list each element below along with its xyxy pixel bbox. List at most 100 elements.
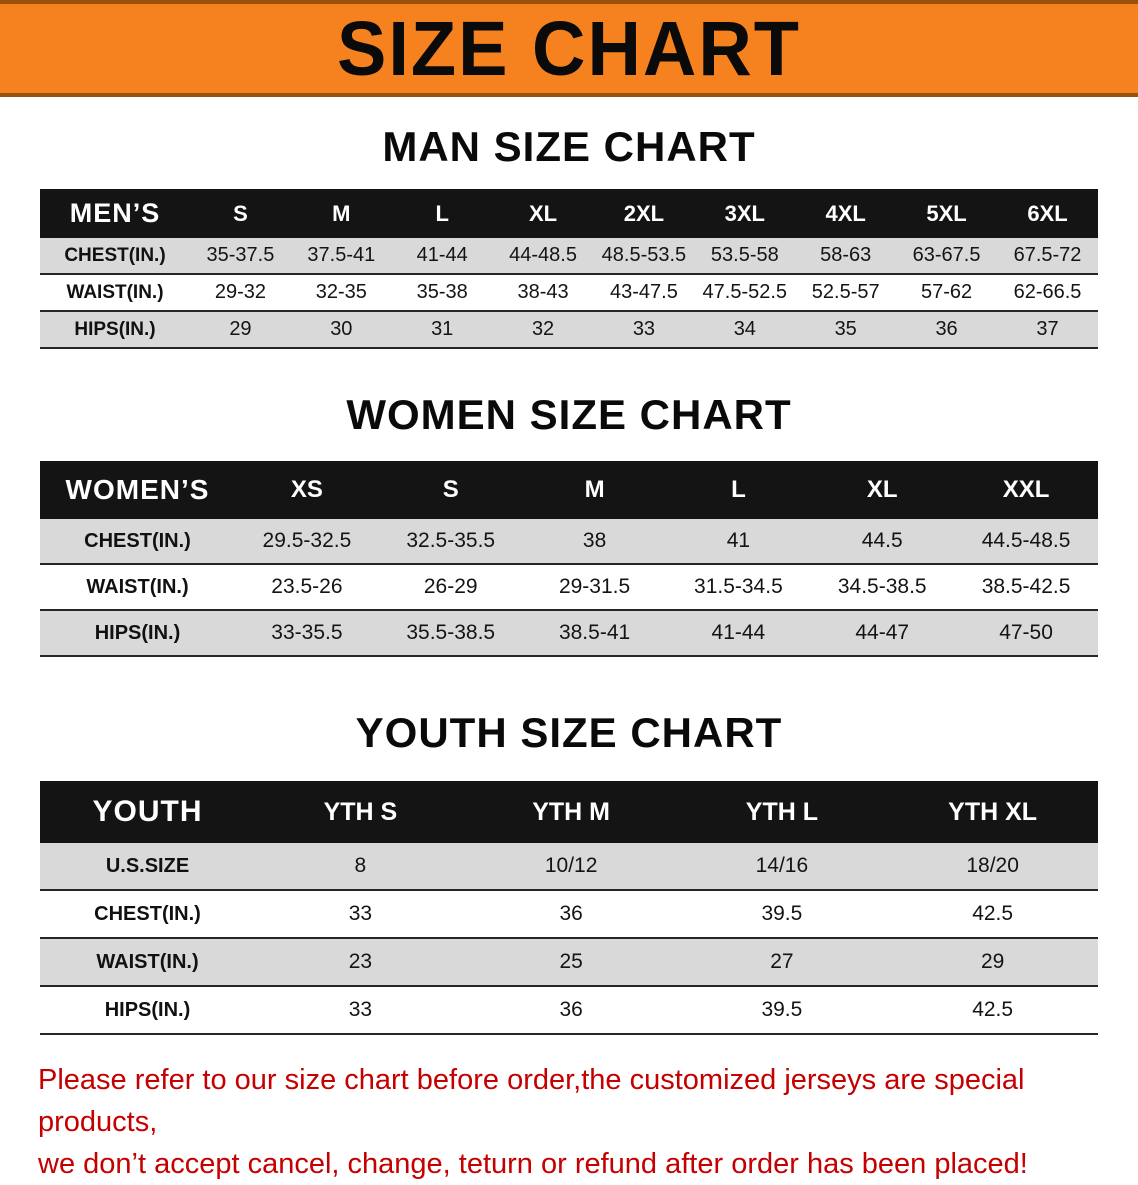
table-cell: 62-66.5 — [1013, 281, 1082, 303]
page-title: SIZE CHART — [337, 4, 801, 92]
table-cell: 29 — [980, 950, 1005, 973]
table-cell: 33 — [348, 902, 373, 925]
table-cell: 57-62 — [920, 281, 973, 303]
table-cell: 44.5 — [861, 529, 903, 552]
table-cell: 37.5-41 — [307, 244, 376, 266]
youth-size-chart-section: YOUTH SIZE CHART YOUTH YTH S YTH M YTH L YTH… — [0, 709, 1138, 1035]
table-corner-label: YOUTH — [92, 795, 203, 828]
size-column-header: YTH L — [745, 797, 818, 826]
table-cell: 35.5-38.5 — [406, 621, 496, 644]
header-row: YOUTH YTH S YTH M YTH L YTH XL — [40, 781, 1098, 843]
table-cell: 29-31.5 — [558, 575, 631, 598]
table-row: HIPS(IN.) 33-35.5 35.5-38.5 38.5-41 41-44 44-… — [40, 610, 1098, 656]
table-cell: 33 — [348, 998, 373, 1021]
table-cell: 43-47.5 — [610, 281, 678, 303]
header-row: WOMEN’S XS S M L XL XXL — [40, 461, 1098, 519]
row-label: WAIST(IN.) — [96, 950, 199, 973]
table-cell: 35-38 — [416, 281, 468, 303]
table-cell: 32 — [531, 318, 555, 340]
table-cell: 25 — [559, 950, 583, 973]
size-column-header: M — [584, 476, 605, 503]
table-cell: 48.5-53.5 — [601, 244, 687, 266]
table-cell: 53.5-58 — [710, 244, 779, 266]
size-column-header: L — [731, 476, 746, 503]
table-row: WAIST(IN.) 23.5-26 26-29 29-31.5 31.5-34.5 34… — [40, 564, 1098, 610]
man-size-chart-section: MAN SIZE CHART MEN’S S M L XL 2XL 3XL 4XL 5XL 6XL… — [0, 123, 1138, 349]
table-cell: 39.5 — [761, 998, 803, 1021]
table-cell: 41 — [726, 529, 751, 552]
table-cell: 44-48.5 — [509, 244, 577, 266]
size-column-header: XXL — [1002, 476, 1050, 503]
table-cell: 30 — [330, 318, 353, 340]
table-cell: 35-37.5 — [206, 244, 275, 266]
table-row: U.S.SIZE 8 10/12 14/16 18/20 — [40, 843, 1098, 890]
row-label: HIPS(IN.) — [74, 318, 156, 340]
table-cell: 42.5 — [972, 998, 1014, 1021]
size-column-header: XL — [866, 476, 898, 503]
row-label: CHEST(IN.) — [94, 902, 201, 925]
table-cell: 23.5-26 — [271, 575, 343, 598]
size-column-header: XS — [290, 476, 323, 503]
header-row: MEN’S S M L XL 2XL 3XL 4XL 5XL 6XL — [40, 189, 1098, 238]
table-cell: 44.5-48.5 — [981, 529, 1071, 552]
size-column-header: XL — [529, 200, 558, 226]
size-column-header: YTH XL — [948, 797, 1038, 826]
disclaimer-line-1: Please refer to our size chart before or… — [38, 1064, 1025, 1139]
table-cell: 23 — [348, 950, 373, 973]
size-column-header: S — [233, 200, 248, 226]
size-column-header: S — [442, 476, 459, 503]
size-column-header: 4XL — [825, 200, 866, 226]
table-cell: 33 — [632, 318, 656, 340]
table-cell: 67.5-72 — [1013, 244, 1082, 266]
table-cell: 26-29 — [423, 575, 478, 598]
size-column-header: M — [332, 200, 351, 226]
table-corner-label: MEN’S — [69, 198, 161, 228]
table-cell: 31.5-34.5 — [694, 575, 783, 598]
table-cell: 18/20 — [966, 854, 1019, 877]
table-cell: 58-63 — [820, 244, 872, 266]
row-label: HIPS(IN.) — [104, 998, 191, 1021]
man-size-chart-heading: MAN SIZE CHART — [382, 123, 756, 170]
youth-size-table: YOUTH YTH S YTH M YTH L YTH XL U.S.SIZE 8 10/12… — [40, 781, 1098, 1035]
row-label: CHEST(IN.) — [64, 244, 166, 266]
table-cell: 41-44 — [416, 244, 468, 266]
men-size-table: MEN’S S M L XL 2XL 3XL 4XL 5XL 6XL CHEST(IN.) 35-37… — [40, 189, 1098, 349]
table-row: WAIST(IN.) 29-32 32-35 35-38 38-43 43-47.5 47.… — [40, 274, 1098, 311]
table-cell: 38.5-41 — [558, 621, 631, 644]
table-row: CHEST(IN.) 29.5-32.5 32.5-35.5 38 41 44.5 44.5… — [40, 519, 1098, 564]
table-cell: 36 — [559, 998, 583, 1021]
table-cell: 29 — [229, 318, 252, 340]
table-cell: 47.5-52.5 — [702, 281, 788, 303]
table-cell: 31 — [431, 318, 454, 340]
disclaimer: Please refer to our size chart before or… — [38, 1059, 1108, 1185]
women-size-chart-section: WOMEN SIZE CHART WOMEN’S XS S M L XL XXL CHEST(… — [0, 391, 1138, 657]
table-cell: 37 — [1036, 318, 1059, 340]
size-column-header: 6XL — [1027, 200, 1068, 226]
size-column-header: YTH S — [323, 797, 398, 826]
table-cell: 33-35.5 — [271, 621, 343, 644]
table-cell: 10/12 — [544, 854, 598, 877]
table-row: WAIST(IN.) 23 25 27 29 — [40, 938, 1098, 986]
table-row: CHEST(IN.) 33 36 39.5 42.5 — [40, 890, 1098, 938]
row-label: HIPS(IN.) — [94, 621, 181, 644]
size-column-header: L — [435, 200, 449, 226]
table-cell: 42.5 — [972, 902, 1014, 925]
table-cell: 34 — [733, 318, 756, 340]
row-label: WAIST(IN.) — [66, 281, 164, 303]
table-cell: 32.5-35.5 — [406, 529, 496, 552]
row-label: CHEST(IN.) — [84, 529, 191, 552]
table-cell: 38 — [582, 529, 607, 552]
table-cell: 63-67.5 — [912, 244, 981, 266]
table-cell: 32-35 — [315, 281, 367, 303]
table-cell: 39.5 — [761, 902, 803, 925]
table-cell: 38.5-42.5 — [981, 575, 1071, 598]
table-cell: 8 — [354, 854, 367, 877]
table-cell: 52.5-57 — [811, 281, 880, 303]
table-cell: 36 — [935, 318, 958, 340]
table-cell: 14/16 — [755, 854, 809, 877]
disclaimer-line-2: we don’t accept cancel, change, teturn o… — [38, 1148, 1028, 1181]
banner: SIZE CHART — [0, 0, 1138, 97]
table-cell: 38-43 — [517, 281, 569, 303]
table-cell: 35 — [834, 318, 857, 340]
